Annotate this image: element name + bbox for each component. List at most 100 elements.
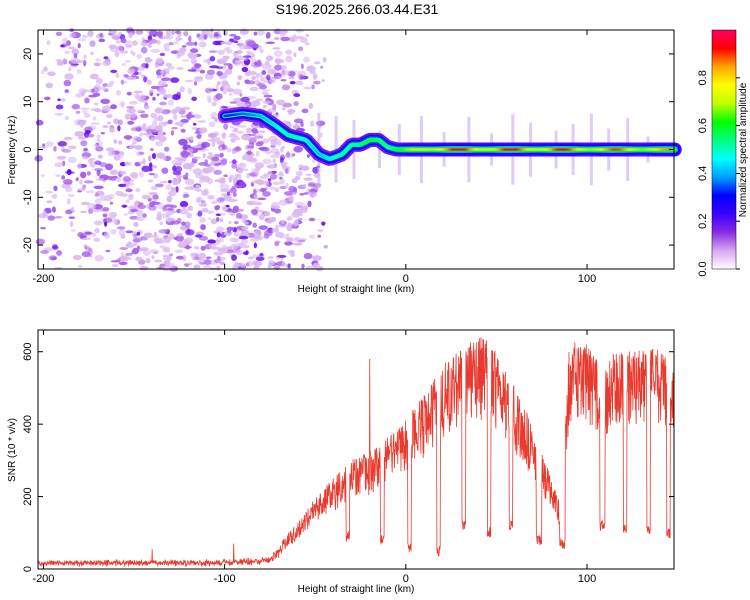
spectrogram-noise-blob xyxy=(312,166,319,174)
spectrogram-noise-blob xyxy=(115,90,122,96)
spectrogram-noise-blob xyxy=(133,221,139,228)
spectrogram-noise-blob xyxy=(232,88,242,95)
spectrogram-noise-blob xyxy=(254,206,260,210)
spectrogram-noise-blob xyxy=(218,177,226,184)
spectrogram-noise-blob xyxy=(109,127,115,133)
spectrogram-noise-blob xyxy=(221,132,226,140)
spectrogram-noise-blob xyxy=(223,232,233,236)
spectrogram-noise-blob xyxy=(121,103,124,109)
spectrogram-noise-blob xyxy=(181,151,191,157)
spectrogram-noise-blob xyxy=(124,40,134,46)
spectrogram-noise-blob xyxy=(271,201,280,209)
spectrogram-noise-blob xyxy=(63,179,73,185)
spectrogram-noise-blob xyxy=(34,155,43,162)
spectrogram-noise-blob xyxy=(196,197,200,203)
colorbar-ticks: 0.0 0.2 0.4 0.6 0.8 xyxy=(697,70,740,277)
spectrogram-noise-blob xyxy=(137,204,146,210)
spectrogram-noise-blob xyxy=(251,168,257,173)
spectrogram-noise-blob xyxy=(81,237,92,241)
spectrogram-noise-blob xyxy=(262,100,271,104)
spectrogram-noise-blob xyxy=(208,243,217,250)
spectrogram-noise-blob xyxy=(246,150,252,155)
spectrogram-noise-blob xyxy=(154,183,164,188)
spectrogram-noise-blob xyxy=(189,252,200,257)
spectrogram-noise-blob xyxy=(320,65,324,69)
spectrogram-noise-blob xyxy=(295,80,304,86)
spectrogram-noise-blob xyxy=(162,206,168,212)
spectrogram-noise-blob xyxy=(257,82,266,87)
spectrogram-noise-blob xyxy=(229,133,237,136)
colorbar-label: Normalized spectral amplitude xyxy=(738,82,749,217)
spectrogram-noise-blob xyxy=(115,72,120,79)
spectrogram-noise-blob xyxy=(83,54,87,59)
spectrogram-noise-blob xyxy=(57,98,62,102)
spectrogram-noise-blob xyxy=(251,76,257,80)
spectrogram-noise-blob xyxy=(219,261,226,265)
spectrogram-noise-blob xyxy=(221,65,227,70)
spectrogram-noise-blob xyxy=(187,69,197,72)
spectrogram-noise-blob xyxy=(138,151,145,155)
spectrogram-noise-blob xyxy=(167,119,173,125)
snr-x-axis-label: Height of straight line (km) xyxy=(298,584,415,595)
spectrogram-noise-blob xyxy=(297,239,306,243)
spectrogram-noise-blob xyxy=(250,100,261,107)
spectrogram-noise-blob xyxy=(280,29,287,36)
spectrogram-noise-blob xyxy=(297,217,303,221)
spectrogram-noise-blob xyxy=(64,116,70,120)
spectrogram-noise-blob xyxy=(213,251,224,256)
spectrogram-noise-blob xyxy=(46,40,51,46)
spectrogram-noise-blob xyxy=(172,165,177,172)
spectrogram-noise-blob xyxy=(40,70,45,75)
spectrogram-noise-blob xyxy=(171,41,179,45)
spectrogram-noise-blob xyxy=(78,88,88,95)
spectrogram-noise-blob xyxy=(40,226,46,230)
spectrogram-noise-blob xyxy=(204,159,209,165)
spectrogram-noise-blob xyxy=(292,242,303,246)
spectrogram-noise-blob xyxy=(118,183,127,188)
spectrogram-noise-blob xyxy=(211,111,218,118)
spectrogram-noise-blob xyxy=(170,220,175,225)
spectrogram-noise-blob xyxy=(102,217,113,223)
spectrogram-noise-blob xyxy=(179,200,189,208)
spectrogram-noise-blob xyxy=(214,205,220,211)
spectrogram-noise-blob xyxy=(160,69,165,75)
spectrogram-noise-blob xyxy=(127,120,135,125)
spectrogram-noise-blob xyxy=(179,86,185,93)
spectrogram-noise-blob xyxy=(251,128,258,133)
spectrogram-noise-blob xyxy=(154,240,164,244)
spectrogram-noise-blob xyxy=(229,126,235,129)
spectrogram-noise-blob xyxy=(209,56,216,62)
spectrogram-noise-blob xyxy=(284,241,293,246)
spectrogram-noise-blob xyxy=(119,171,127,175)
spectrogram-noise-blob xyxy=(135,127,142,132)
spectrogram-noise-blob xyxy=(274,64,283,71)
spectrogram-noise-blob xyxy=(310,191,318,197)
spectrogram-noise-blob xyxy=(223,47,229,52)
spectrogram-noise-blob xyxy=(197,210,203,217)
spectrogram-noise-blob xyxy=(200,224,207,231)
spectrogram-noise-blob xyxy=(140,40,147,47)
spectrogram-noise-blob xyxy=(127,68,136,74)
spectrogram-noise-blob xyxy=(229,187,237,194)
spectrogram-noise-blob xyxy=(262,191,271,197)
spectrogram-noise-blob xyxy=(260,188,268,191)
spectrogram-noise-blob xyxy=(216,66,224,70)
spectrogram-noise-blob xyxy=(293,93,301,98)
spectrogram-noise-blob xyxy=(132,51,136,56)
spectrogram-noise-blob xyxy=(183,31,189,37)
spectrogram-noise-blob xyxy=(139,265,149,271)
spectrogram-noise-blob xyxy=(305,173,312,177)
spectrogram-noise-blob xyxy=(264,211,271,217)
spectrogram-noise-blob xyxy=(125,135,132,141)
spectrogram-noise-blob xyxy=(182,106,191,111)
spectrogram-noise-blob xyxy=(236,130,244,134)
spectrogram-noise-blob xyxy=(64,89,69,93)
spectrogram-noise-blob xyxy=(180,118,189,124)
snr-x-tick-label: -200 xyxy=(32,573,54,585)
spectrogram-noise-blob xyxy=(80,107,90,111)
spectrogram-noise-blob xyxy=(82,34,88,38)
spectrogram-noise-blob xyxy=(313,80,321,85)
spectrogram-noise-blob xyxy=(114,50,120,58)
spectrogram-noise-blob xyxy=(147,38,158,44)
